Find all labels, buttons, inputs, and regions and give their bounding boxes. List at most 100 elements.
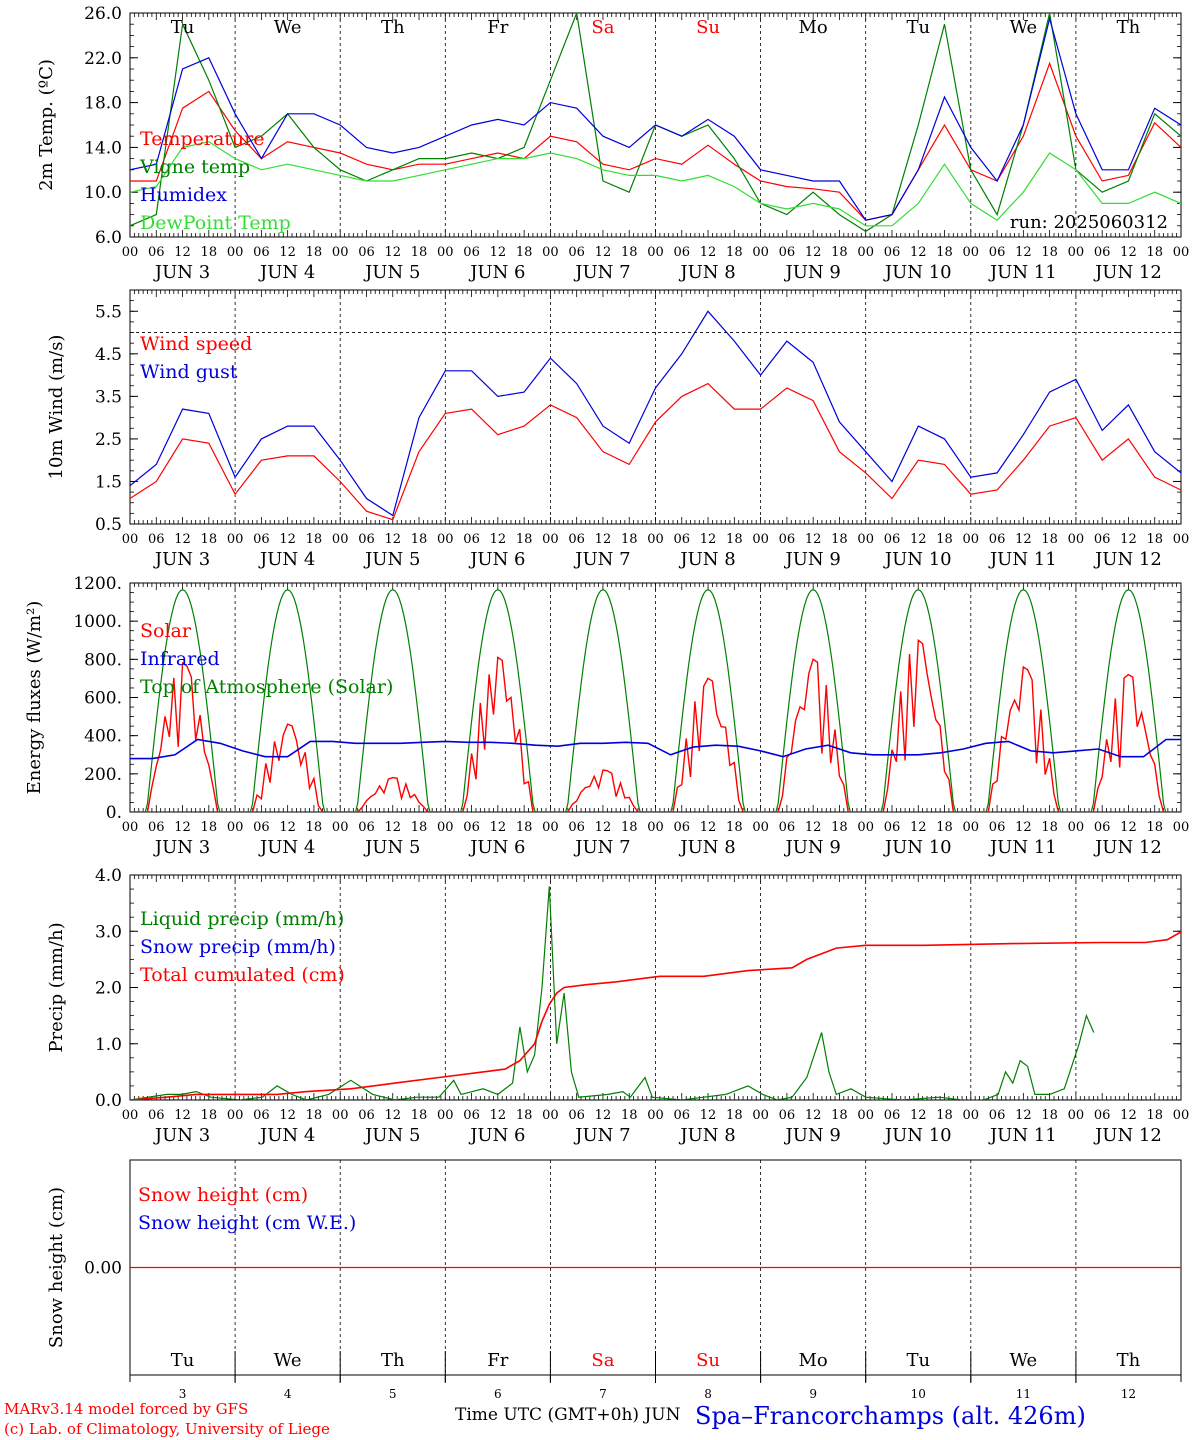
x-axis-title: Time UTC (GMT+0h) JUN: [455, 1405, 681, 1425]
hour-tick-label: 00: [857, 532, 874, 547]
hour-tick-label: 06: [989, 532, 1006, 547]
hour-tick-label: 12: [279, 245, 296, 260]
legend-solar: Solar: [140, 620, 192, 642]
hour-tick-label: 06: [884, 532, 901, 547]
hour-tick-label: 18: [831, 1108, 848, 1123]
hour-tick-label: 12: [805, 532, 822, 547]
y-tick-label: 4.0: [95, 866, 122, 886]
hour-tick-label: 18: [306, 1108, 323, 1123]
hour-tick-label: 06: [253, 820, 270, 835]
hour-tick-label: 12: [1120, 245, 1137, 260]
hour-tick-label: 18: [411, 820, 428, 835]
legend-snow-precip-mm-h-: Snow precip (mm/h): [140, 936, 336, 958]
panel-precip: 0.0 1.0 2.0 3.0 4.0 Precip (mm/h) 00 06 12 18 JUN …: [46, 866, 1190, 1146]
hour-tick-label: 18: [621, 1108, 638, 1123]
hour-tick-label: 18: [831, 245, 848, 260]
hour-tick-label: 18: [516, 245, 533, 260]
hour-tick-label: 06: [358, 245, 375, 260]
hour-tick-label: 12: [279, 820, 296, 835]
weekday-label-top: Tu: [171, 17, 195, 38]
y-tick-label: 18.0: [84, 94, 122, 114]
legend-top-of-atmosphere-solar-: Top of Atmosphere (Solar): [140, 676, 393, 698]
hour-tick-label: 00: [1068, 532, 1085, 547]
hour-tick-label: 18: [936, 1108, 953, 1123]
hour-tick-label: 06: [568, 820, 585, 835]
model-credit: MARv3.14 model forced by GFS: [4, 1400, 249, 1418]
hour-tick-label: 12: [490, 820, 507, 835]
y-tick-label: 200.: [84, 765, 122, 785]
hour-tick-label: 12: [1015, 1108, 1032, 1123]
hour-tick-label: 18: [936, 245, 953, 260]
hour-tick-label: 06: [674, 532, 691, 547]
y-axis-title: 2m Temp. (ºC): [36, 59, 57, 191]
day-label: JUN 4: [258, 837, 315, 858]
hour-tick-label: 12: [1015, 820, 1032, 835]
day-label: JUN 12: [1093, 837, 1162, 858]
day-label: JUN 11: [988, 1125, 1057, 1146]
day-label: JUN 8: [678, 549, 735, 570]
day-label: JUN 9: [783, 837, 840, 858]
day-label: JUN 5: [363, 1125, 420, 1146]
hour-tick-label: 00: [1173, 1108, 1190, 1123]
hour-tick-label: 00: [542, 1108, 559, 1123]
hour-tick-label: 12: [700, 245, 717, 260]
day-label: JUN 7: [573, 837, 630, 858]
hour-tick-label: 00: [1068, 1108, 1085, 1123]
plot-area: [130, 13, 1181, 233]
day-label: JUN 3: [153, 837, 210, 858]
day-label: JUN 7: [573, 1125, 630, 1146]
weekday-label-top: Sa: [591, 17, 614, 38]
hour-tick-label: 06: [463, 532, 480, 547]
hour-tick-label: 06: [358, 532, 375, 547]
hour-tick-label: 00: [542, 532, 559, 547]
hour-tick-label: 18: [726, 820, 743, 835]
hour-tick-label: 00: [542, 820, 559, 835]
hour-tick-label: 18: [201, 245, 218, 260]
hour-tick-label: 18: [936, 532, 953, 547]
y-tick-label: 0.0: [95, 1091, 122, 1111]
day-number-label: 10: [911, 1387, 926, 1401]
day-label: JUN 9: [783, 1125, 840, 1146]
weekday-label-bottom: We: [274, 1350, 302, 1371]
day-label: JUN 11: [988, 549, 1057, 570]
day-label: JUN 3: [153, 549, 210, 570]
hour-tick-label: 00: [227, 820, 244, 835]
hour-tick-label: 12: [1015, 245, 1032, 260]
hour-tick-label: 12: [490, 245, 507, 260]
hour-tick-label: 12: [910, 532, 927, 547]
hour-tick-label: 00: [437, 1108, 454, 1123]
hour-tick-label: 12: [1120, 1108, 1137, 1123]
hour-tick-label: 00: [752, 245, 769, 260]
hour-tick-label: 06: [779, 245, 796, 260]
legend-total-cumulated-cm-: Total cumulated (cm): [140, 964, 345, 986]
y-tick-label: 3.5: [95, 387, 122, 407]
day-label: JUN 10: [883, 549, 952, 570]
weekday-label-bottom: Th: [381, 1350, 405, 1371]
hour-tick-label: 00: [122, 245, 139, 260]
legend-humidex: Humidex: [140, 184, 227, 206]
hour-tick-label: 06: [674, 245, 691, 260]
legend-temperature: Temperature: [140, 128, 264, 150]
hour-tick-label: 00: [332, 1108, 349, 1123]
weekday-label-bottom: Mo: [799, 1350, 828, 1371]
hour-tick-label: 06: [674, 1108, 691, 1123]
hour-tick-label: 00: [332, 245, 349, 260]
legend-infrared: Infrared: [140, 648, 220, 670]
hour-tick-label: 06: [253, 1108, 270, 1123]
hour-tick-label: 00: [437, 532, 454, 547]
y-tick-label: 0.: [106, 803, 122, 823]
hour-tick-label: 18: [306, 245, 323, 260]
y-tick-label: 1.0: [95, 1035, 122, 1055]
hour-tick-label: 12: [910, 245, 927, 260]
day-label: JUN 5: [363, 549, 420, 570]
hour-tick-label: 12: [1120, 820, 1137, 835]
hour-tick-label: 12: [805, 1108, 822, 1123]
hour-tick-label: 00: [122, 1108, 139, 1123]
hour-tick-label: 00: [542, 245, 559, 260]
day-label: JUN 12: [1093, 262, 1162, 283]
hour-tick-label: 00: [857, 1108, 874, 1123]
hour-tick-label: 12: [384, 245, 401, 260]
hour-tick-label: 18: [1146, 1108, 1163, 1123]
hour-tick-label: 00: [227, 532, 244, 547]
day-label: JUN 5: [363, 837, 420, 858]
